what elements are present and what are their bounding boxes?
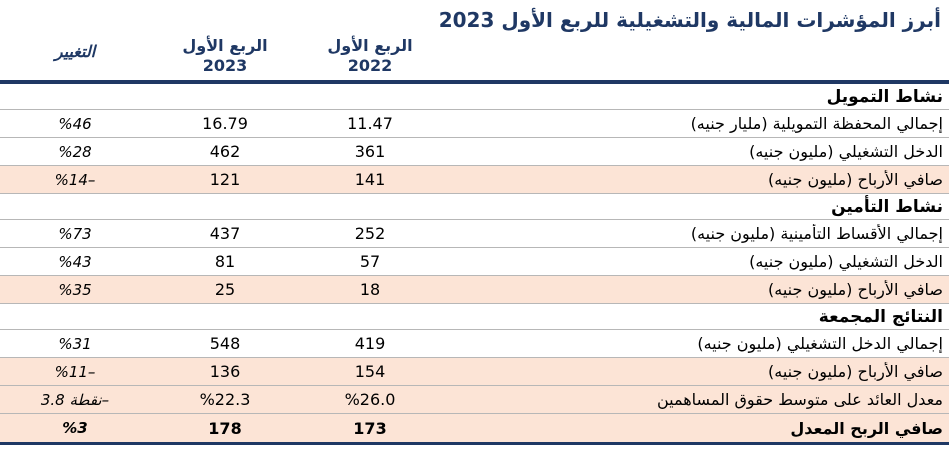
header-q1-2022-line1: الربع الأول (327, 36, 413, 55)
header-change: التغيير (54, 42, 96, 61)
value-change-text: %11– (54, 362, 96, 381)
table-bottom-line (0, 442, 949, 445)
row-label: الدخل التشغيلي (مليون جنيه) (749, 142, 943, 161)
row-label: صافي الأرباح (مليون جنيه) (768, 362, 943, 381)
table-row: صافي الأرباح (مليون جنيه) 141 121 %14– (0, 166, 949, 194)
value-change: %43 (0, 253, 150, 271)
header-q1-2023: الربع الأول 2023 (150, 36, 300, 76)
table-row: إجمالي الأقساط التأمينية (مليون جنيه) 252… (0, 220, 949, 248)
table-row: إجمالي المحفظة التمويلية (مليار جنيه) 11.… (0, 110, 949, 138)
value-change: %35 (0, 281, 150, 299)
value-change-text: %35 (58, 280, 92, 299)
row-label: الدخل التشغيلي (مليون جنيه) (749, 252, 943, 271)
value-change-text: %46 (58, 114, 92, 133)
table-row: الدخل التشغيلي (مليون جنيه) 57 81 %43 (0, 248, 949, 276)
value-change: %28 (0, 143, 150, 161)
value-q1-2022: 173 (353, 418, 387, 438)
value-q1-2022: 252 (354, 224, 386, 243)
section-title: النتائج المجمعة (818, 306, 943, 327)
header-q1-2023-year: 2023 (202, 56, 248, 75)
value-change-text: %31 (58, 334, 92, 353)
section-header-row: النتائج المجمعة (0, 304, 949, 330)
value-change-text: %28 (58, 142, 92, 161)
value-change: نقطة 3.8– (0, 391, 150, 409)
value-change-text: %73 (58, 224, 92, 243)
value-q1-2022: %26.0 (344, 390, 396, 409)
table-row: معدل العائد على متوسط حقوق المساهمين %26.… (0, 386, 949, 414)
value-q1-2023: 25 (214, 280, 236, 299)
row-label: صافي الربح المعدل (790, 418, 943, 438)
value-q1-2022: 11.47 (347, 114, 393, 133)
section-title: نشاط التأمين (831, 196, 943, 217)
table-row: صافي الأرباح (مليون جنيه) 154 136 %11– (0, 358, 949, 386)
value-change-text: %43 (58, 252, 92, 271)
value-q1-2023: 548 (209, 334, 241, 353)
value-change-text: %14– (54, 170, 96, 189)
row-label: صافي الأرباح (مليون جنيه) (768, 170, 943, 189)
value-q1-2022: 18 (359, 280, 381, 299)
value-q1-2023: 462 (209, 142, 241, 161)
page-title: أبرز المؤشرات المالية والتشغيلية للربع ا… (438, 8, 941, 32)
value-q1-2022: 361 (354, 142, 386, 161)
value-q1-2023: 437 (209, 224, 241, 243)
header-divider-line (0, 80, 949, 84)
value-change: %73 (0, 225, 150, 243)
value-change: %31 (0, 335, 150, 353)
value-change-text: نقطة 3.8– (40, 390, 110, 409)
row-label: إجمالي المحفظة التمويلية (مليار جنيه) (690, 114, 943, 133)
value-q1-2022: 154 (354, 362, 386, 381)
value-q1-2023: 178 (208, 418, 242, 438)
value-q1-2023: 121 (209, 170, 241, 189)
value-q1-2022: 57 (359, 252, 381, 271)
row-label: معدل العائد على متوسط حقوق المساهمين (656, 390, 943, 409)
value-change: %46 (0, 115, 150, 133)
value-q1-2023: 81 (214, 252, 236, 271)
value-change: %11– (0, 363, 150, 381)
row-label: إجمالي الدخل التشغيلي (مليون جنيه) (697, 334, 943, 353)
header-q1-2022: الربع الأول 2022 (300, 36, 440, 76)
value-change-text: %3 (62, 419, 88, 437)
header-q1-2023-line1: الربع الأول (182, 36, 268, 55)
table-row: صافي الأرباح (مليون جنيه) 18 25 %35 (0, 276, 949, 304)
value-q1-2023: 136 (209, 362, 241, 381)
row-label: إجمالي الأقساط التأمينية (مليون جنيه) (690, 224, 943, 243)
section-title: نشاط التمويل (826, 86, 943, 107)
value-q1-2023: %22.3 (199, 390, 251, 409)
header-q1-2022-year: 2022 (347, 56, 393, 75)
table-row: صافي الربح المعدل 173 178 %3 (0, 414, 949, 442)
value-q1-2023: 16.79 (202, 114, 248, 133)
section-header-row: نشاط التأمين (0, 194, 949, 220)
value-q1-2022: 419 (354, 334, 386, 353)
value-change: %3 (0, 419, 150, 437)
section-header-row: نشاط التمويل (0, 84, 949, 110)
table-row: الدخل التشغيلي (مليون جنيه) 361 462 %28 (0, 138, 949, 166)
value-q1-2022: 141 (354, 170, 386, 189)
row-label: صافي الأرباح (مليون جنيه) (768, 280, 943, 299)
table-row: إجمالي الدخل التشغيلي (مليون جنيه) 419 548… (0, 330, 949, 358)
table-header-row: الربع الأول 2022 الربع الأول 2023 التغيي… (0, 34, 949, 80)
table-body: نشاط التمويل إجمالي المحفظة التمويلية (مل… (0, 84, 949, 442)
value-change: %14– (0, 171, 150, 189)
